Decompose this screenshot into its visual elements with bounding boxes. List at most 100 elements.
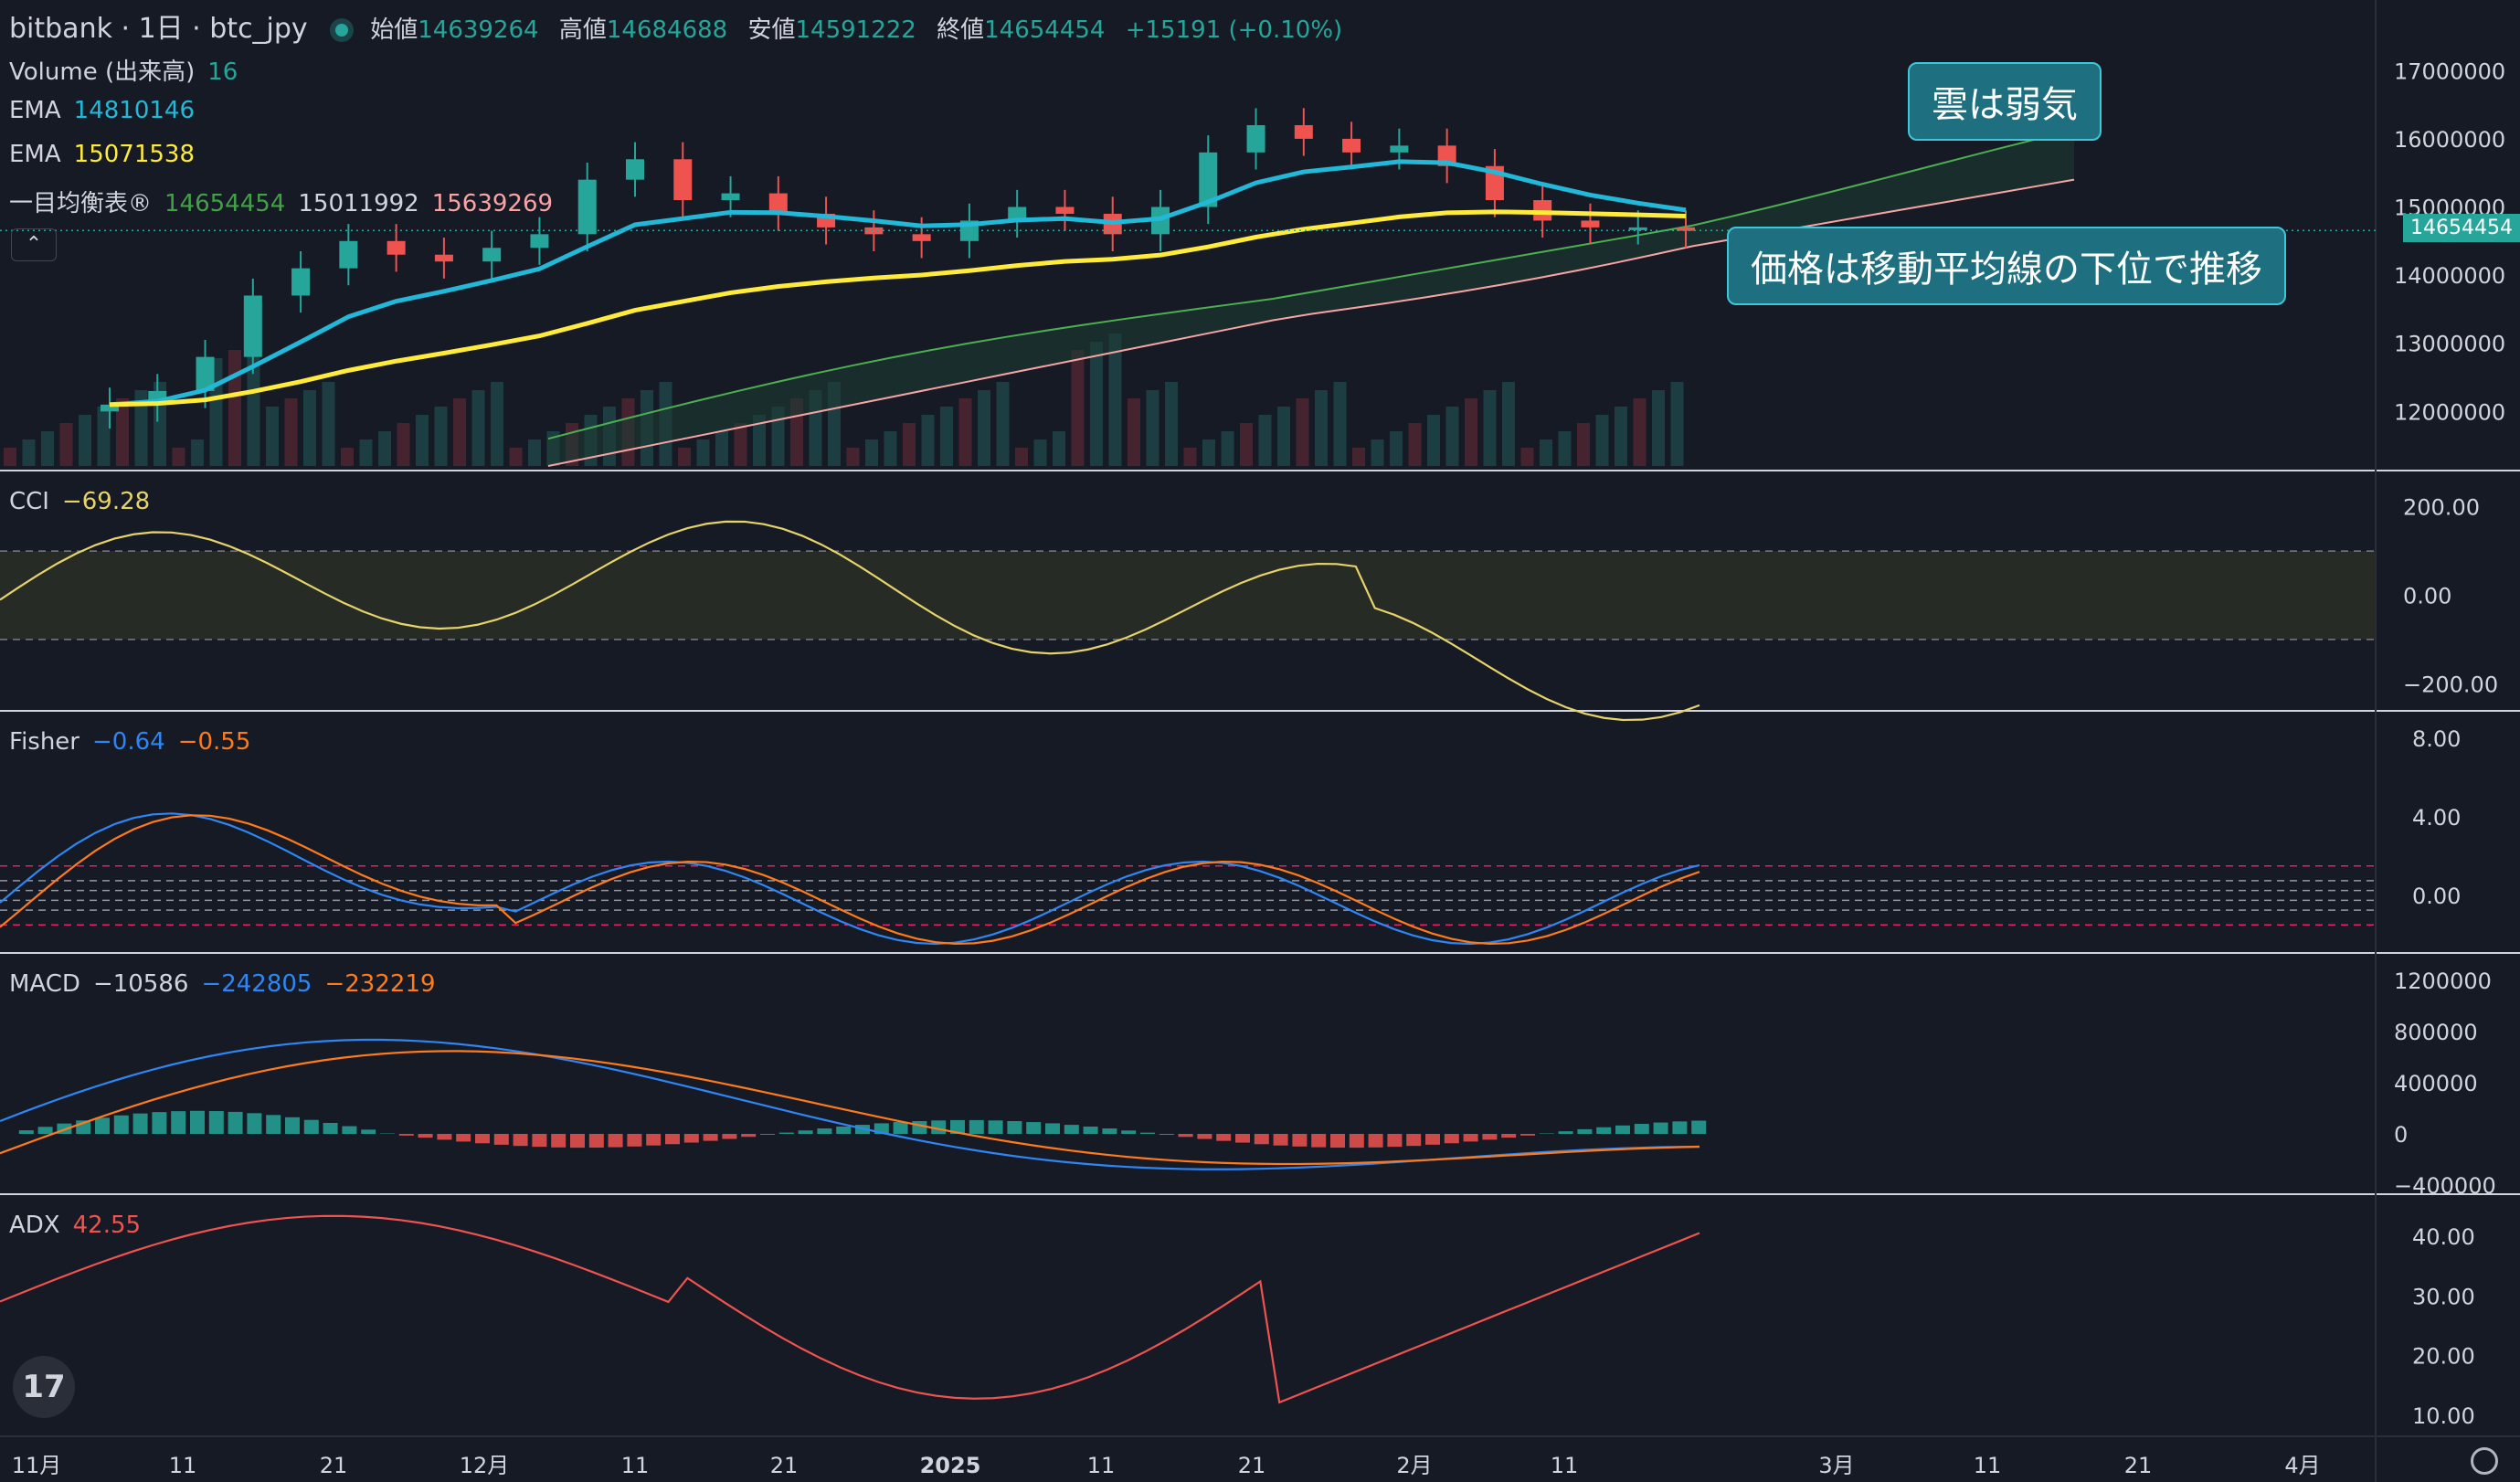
- macd-histogram-bar: [95, 1117, 110, 1134]
- volume-bar: [1053, 431, 1065, 466]
- volume-bar: [22, 439, 36, 466]
- volume-bar: [1333, 382, 1347, 466]
- volume-bar: [228, 350, 241, 466]
- macd-histogram-bar: [285, 1117, 300, 1134]
- time-tick-label: 11月: [12, 1453, 62, 1478]
- annotation-cloud-bearish[interactable]: 雲は弱気: [1908, 62, 2102, 141]
- macd-tick-label: −400000: [2394, 1173, 2496, 1199]
- volume-bar: [1071, 350, 1085, 466]
- annotation-price-below-ma[interactable]: 価格は移動平均線の下位で推移: [1727, 227, 2286, 305]
- live-dot-icon: [334, 23, 348, 37]
- cci-line: [0, 520, 1700, 722]
- macd-line: [0, 1038, 1700, 1170]
- volume-bar: [678, 448, 691, 466]
- volume-bar: [696, 439, 710, 466]
- macd-histogram-bar: [874, 1123, 889, 1134]
- macd-histogram-bar: [950, 1119, 965, 1134]
- volume-bar: [1427, 415, 1440, 466]
- volume-bar: [4, 448, 16, 466]
- volume-bar: [359, 439, 373, 466]
- macd-histogram-bar: [1368, 1134, 1383, 1148]
- macd-histogram-bar: [1596, 1127, 1612, 1134]
- legend-ema-fast[interactable]: EMA 14810146: [9, 97, 207, 124]
- candle-body: [1677, 227, 1695, 231]
- adx-tick-label: 20.00: [2412, 1344, 2475, 1370]
- legend-volume[interactable]: Volume (出来高) 16: [9, 53, 250, 87]
- tradingview-logo[interactable]: 17: [13, 1356, 75, 1418]
- legend-ichimoku[interactable]: 一目均衡表® 14654454 15011992 15639269: [9, 185, 566, 218]
- macd-histogram-bar: [113, 1115, 129, 1134]
- volume-bar: [734, 423, 747, 466]
- macd-histogram-bar: [1197, 1134, 1212, 1139]
- volume-bar: [753, 415, 766, 466]
- time-tick-label: 2025: [920, 1453, 981, 1478]
- legend-macd[interactable]: MACD −10586 −242805 −232219: [9, 970, 449, 998]
- macd-v3: −232219: [324, 970, 436, 998]
- open-value: 14639264: [418, 16, 539, 44]
- candle-body: [1199, 152, 1218, 207]
- macd-tick-label: 800000: [2394, 1020, 2478, 1045]
- candle-body: [577, 179, 597, 235]
- legend-cci[interactable]: CCI −69.28: [9, 488, 163, 515]
- ema-fast-value: 14810146: [73, 97, 195, 124]
- symbol-title[interactable]: bitbank · 1日 · btc_jpy: [9, 13, 308, 45]
- macd-histogram-bar: [398, 1134, 414, 1136]
- fisher-tick-label: 8.00: [2412, 726, 2461, 752]
- macd-histogram-bar: [1634, 1124, 1649, 1134]
- candle-body: [721, 193, 740, 201]
- macd-histogram-bar: [493, 1134, 509, 1145]
- macd-tick-label: 1200000: [2394, 969, 2492, 994]
- macd-histogram-bar: [1444, 1134, 1459, 1144]
- macd-histogram-bar: [1064, 1125, 1079, 1134]
- candle-body: [1581, 220, 1600, 228]
- macd-tick-label: 400000: [2394, 1071, 2478, 1096]
- macd-histogram-bar: [570, 1134, 585, 1149]
- change-value: +15191 (+0.10%): [1125, 16, 1343, 44]
- volume-bar: [1108, 333, 1122, 466]
- high-label: 高値: [558, 16, 607, 44]
- adx-tick-label: 40.00: [2412, 1224, 2475, 1250]
- volume-bar: [1483, 390, 1497, 466]
- volume-bar: [996, 382, 1010, 466]
- settings-gear-icon[interactable]: [2471, 1447, 2498, 1475]
- volume-bar: [509, 448, 523, 466]
- candle-body: [768, 193, 788, 214]
- macd-histogram-bar: [152, 1112, 167, 1134]
- volume-bar: [1445, 407, 1459, 466]
- volume-bar: [1595, 415, 1609, 466]
- macd-histogram-bar: [1653, 1122, 1668, 1134]
- ichimoku-v2: 15011992: [298, 190, 419, 217]
- volume-bar: [528, 439, 541, 466]
- legend-adx[interactable]: ADX 42.55: [9, 1212, 154, 1239]
- price-tick-label: 12000000: [2394, 399, 2505, 425]
- volume-bar: [397, 423, 410, 466]
- volume-bar: [1146, 390, 1159, 466]
- time-tick-label: 11: [1087, 1453, 1116, 1478]
- volume-bar: [1202, 439, 1215, 466]
- collapse-legend-button[interactable]: ⌃: [11, 228, 57, 261]
- volume-bar: [341, 448, 354, 466]
- volume-bar: [416, 415, 429, 466]
- volume-bar: [903, 423, 916, 466]
- volume-bar: [958, 398, 972, 466]
- macd-histogram-bar: [1672, 1121, 1688, 1134]
- macd-histogram-bar: [18, 1130, 34, 1134]
- macd-histogram-bar: [418, 1134, 433, 1138]
- macd-v1: −10586: [92, 970, 189, 998]
- volume-value: 16: [207, 58, 238, 86]
- legend-ema-slow[interactable]: EMA 15071538: [9, 141, 207, 168]
- macd-signal-line: [0, 1050, 1700, 1166]
- candle-body: [1246, 124, 1265, 153]
- volume-bar: [1465, 398, 1477, 466]
- macd-v2: −242805: [201, 970, 312, 998]
- ichimoku-span-a: [547, 129, 2075, 440]
- volume-bar: [266, 407, 279, 466]
- fisher-v2: −0.55: [177, 728, 251, 756]
- candle-body: [196, 356, 215, 391]
- candle-body: [1628, 227, 1647, 230]
- ichimoku-label: 一目均衡表®: [9, 190, 153, 217]
- legend-fisher[interactable]: Fisher −0.64 −0.55: [9, 728, 263, 756]
- macd-histogram-bar: [817, 1128, 832, 1134]
- macd-histogram-bar: [912, 1121, 927, 1134]
